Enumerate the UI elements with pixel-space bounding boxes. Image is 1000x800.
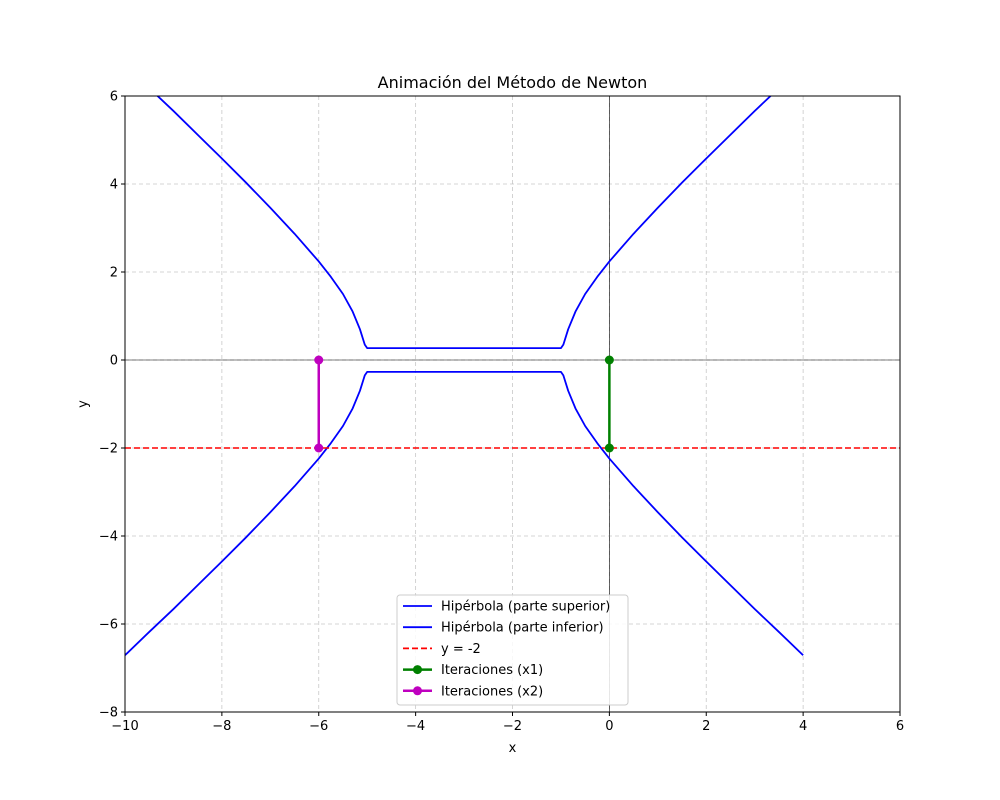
series-line-1 [125,370,804,656]
x-tick-label: −2 [503,719,522,734]
legend-item: Hipérbola (parte inferior) [403,621,604,636]
marker-layer [314,355,614,453]
legend-label: y = -2 [441,642,481,657]
y-tick-label: 4 [110,178,118,193]
legend-label: Hipérbola (parte inferior) [441,621,604,636]
legend-marker [413,686,422,696]
series-layer [125,96,900,656]
legend-item: y = -2 [403,642,481,657]
y-tick-label: −4 [99,530,118,545]
y-axis-label: y [76,400,91,408]
x-tick-label: 0 [605,719,613,734]
x-tick-label: 2 [702,719,710,734]
x-axis-label: x [509,741,517,756]
series-line-0 [156,96,772,350]
y-tick-label: 2 [110,266,118,281]
x-tick-label: −10 [111,719,138,734]
legend-item: Iteraciones (x1) [403,663,543,678]
x-tick-label: −4 [406,719,425,734]
legend-marker [413,665,422,675]
y-tick-label: 0 [110,354,118,369]
y-tick-label: −8 [99,706,118,721]
legend: Hipérbola (parte superior) Hipérbola (par… [396,594,629,706]
iteration-point [314,443,324,453]
y-tick-label: 6 [110,90,118,105]
legend-label: Hipérbola (parte superior) [441,600,610,615]
legend-item: Hipérbola (parte superior) [403,600,610,615]
iteration-point [604,355,614,365]
y-tick-label: −6 [99,618,118,633]
legend-item: Iteraciones (x2) [403,684,543,699]
y-tick-label: −2 [99,442,118,457]
x-tick-label: 4 [799,719,807,734]
x-tick-label: −6 [309,719,328,734]
legend-label: Iteraciones (x2) [441,684,543,699]
chart-title: Animación del Método de Newton [378,73,648,92]
x-tick-label: −8 [212,719,231,734]
x-tick-label: 6 [896,719,904,734]
iteration-point [314,355,324,365]
iteration-point [604,443,614,453]
legend-label: Iteraciones (x1) [441,663,543,678]
legend-frame [396,594,629,706]
